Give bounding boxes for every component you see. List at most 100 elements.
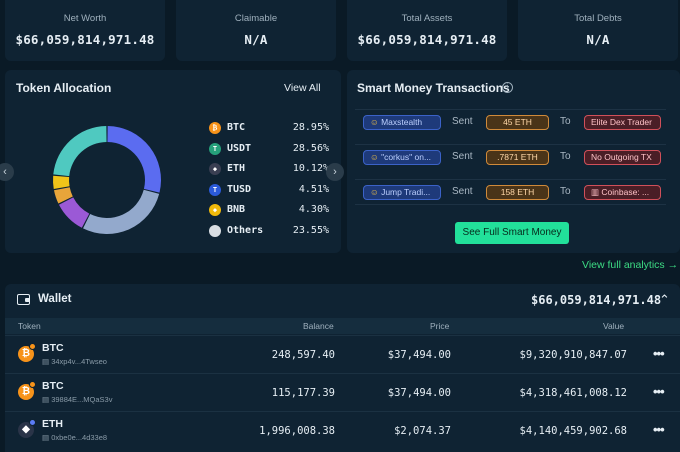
smiley-icon: ☺ [370, 117, 379, 127]
copy-icon[interactable]: ▤ [42, 357, 50, 366]
tx-destination-pill[interactable]: No Outgoing TX [584, 150, 661, 165]
copy-icon[interactable]: ▤ [42, 395, 50, 404]
more-options-icon[interactable]: ••• [653, 346, 665, 361]
wallet-table-header: Token Balance Price Value [5, 318, 680, 334]
token-balance: 115,177.39 [271, 387, 335, 399]
view-full-analytics-link[interactable]: View full analytics → [582, 259, 679, 271]
smiley-icon: ☺ [370, 187, 379, 197]
tx-source-pill[interactable]: ☺ Maxstealth [363, 115, 441, 130]
allocation-donut-chart [53, 126, 161, 234]
stat-label: Net Worth [63, 13, 107, 24]
legend-symbol: BNB [227, 204, 246, 215]
copy-icon[interactable]: ▤ [42, 433, 50, 442]
stat-label: Claimable [234, 13, 278, 24]
smart-money-tx-row: ☺ Maxstealth Sent 45 ETH To Elite Dex Trader [355, 109, 666, 135]
token-price: $37,494.00 [387, 349, 451, 361]
col-token: Token [18, 321, 41, 331]
legend-item-btc: ₿ BTC 28.95% [209, 122, 329, 136]
smart-money-title: Smart Money Transactions [357, 81, 510, 95]
see-full-smart-money-button[interactable]: See Full Smart Money [455, 222, 569, 244]
smart-money-tx-row: ☺ "corkus" on... Sent .7871 ETH To No Outgoi… [355, 144, 666, 170]
btc-icon: ₿ [18, 384, 34, 400]
token-price: $37,494.00 [387, 387, 451, 399]
token-symbol: BTC [42, 342, 64, 354]
stat-value: N/A [586, 32, 610, 47]
token-symbol: ETH [42, 418, 63, 430]
legend-symbol: BTC [227, 122, 246, 133]
eth-icon: ◆ [209, 163, 221, 175]
tx-sent-label: Sent [452, 151, 473, 162]
tx-amount-pill[interactable]: 158 ETH [486, 185, 549, 200]
donut-slice-tusd[interactable] [53, 187, 73, 204]
stat-value: $66,059,814,971.48 [15, 32, 155, 47]
legend-percent: 23.55% [292, 224, 329, 236]
stat-total-assets: Total Assets $66,059,814,971.48 [347, 0, 507, 61]
usdt-icon: T [209, 142, 221, 155]
legend-symbol: TUSD [227, 183, 252, 195]
donut-slice-bnb[interactable] [53, 175, 70, 189]
tx-source-label: Jump Tradi... [381, 187, 431, 197]
tx-amount-pill[interactable]: 45 ETH [486, 115, 549, 130]
legend-item-others: Others 23.55% [209, 224, 329, 239]
more-options-icon[interactable]: ••• [653, 422, 665, 437]
tx-source-label: "corkus" on... [381, 152, 432, 162]
legend-percent: 4.30% [298, 204, 329, 215]
legend-item-eth: ◆ ETH 10.12% [209, 163, 329, 177]
others-icon [209, 224, 221, 237]
tx-destination-label: Coinbase: ... [601, 187, 650, 197]
legend-item-tusd: T TUSD 4.51% [209, 183, 329, 198]
tx-to-label: To [560, 186, 571, 197]
token-allocation-title: Token Allocation [16, 81, 112, 95]
stat-total-debts: Total Debts N/A [518, 0, 678, 61]
tx-destination-label: No Outgoing TX [591, 152, 652, 162]
legend-symbol: USDT [227, 142, 252, 154]
legend-percent: 28.95% [292, 122, 329, 133]
prev-arrow-button[interactable]: ‹ [0, 163, 14, 181]
smart-money-tx-row: ☺ Jump Tradi... Sent 158 ETH To ▥ Coinbase: … [355, 179, 666, 205]
tx-sent-label: Sent [452, 116, 473, 127]
wallet-table-row[interactable]: ₿ BTC ▤ 39884E...MQaS3v 115,177.39 $37,494.0… [5, 373, 680, 409]
token-value: $4,318,461,008.12 [519, 387, 627, 399]
token-address: ▤ 39884E...MQaS3v [42, 395, 113, 404]
token-price: $2,074.37 [394, 425, 451, 437]
token-address: ▤ 0xbe0e...4d33e8 [42, 433, 108, 442]
more-options-icon[interactable]: ••• [653, 384, 665, 399]
donut-slice-others[interactable] [53, 126, 107, 177]
chain-badge-icon [29, 343, 36, 350]
btc-icon: ₿ [18, 346, 34, 362]
tx-destination-pill[interactable]: Elite Dex Trader [584, 115, 661, 130]
legend-item-bnb: ◆ BNB 4.30% [209, 204, 329, 218]
donut-slice-eth[interactable] [58, 197, 90, 228]
collapse-chevron-icon[interactable]: ⌃ [659, 292, 670, 307]
token-value: $4,140,459,902.68 [519, 425, 627, 437]
eth-icon: ◆ [18, 422, 34, 438]
tx-amount-pill[interactable]: .7871 ETH [486, 150, 549, 165]
token-value: $9,320,910,847.07 [519, 349, 627, 361]
legend-symbol: ETH [227, 163, 246, 174]
wallet-table-row[interactable]: ◆ ETH ▤ 0xbe0e...4d33e8 1,996,008.38 $2,074.… [5, 411, 680, 447]
token-symbol: BTC [42, 380, 64, 392]
wallet-title: Wallet [38, 293, 72, 305]
donut-slice-btc[interactable] [107, 126, 161, 193]
view-all-link[interactable]: View All [284, 82, 321, 94]
col-value: Value [603, 321, 625, 331]
wallet-total: $66,059,814,971.48 [531, 293, 662, 307]
donut-slice-usdt[interactable] [83, 189, 160, 234]
tx-source-pill[interactable]: ☺ Jump Tradi... [363, 185, 441, 200]
btc-icon: ₿ [209, 122, 221, 134]
wallet-icon [17, 294, 30, 305]
building-icon: ▥ [591, 187, 600, 197]
tx-destination-pill[interactable]: ▥ Coinbase: ... [584, 185, 661, 200]
chain-badge-icon [29, 381, 36, 388]
tusd-icon: T [209, 183, 221, 196]
info-icon[interactable]: i [502, 82, 513, 93]
next-arrow-button[interactable]: › [326, 163, 344, 181]
wallet-table-row[interactable]: ₿ BTC ▤ 34xp4v...4Twseo 248,597.40 $37,494.0… [5, 335, 680, 371]
col-balance: Balance [303, 321, 334, 331]
stat-claimable: Claimable N/A [176, 0, 336, 61]
token-balance: 248,597.40 [271, 349, 335, 361]
tx-source-pill[interactable]: ☺ "corkus" on... [363, 150, 441, 165]
col-price: Price [430, 321, 450, 331]
chain-badge-icon [29, 419, 36, 426]
token-address: ▤ 34xp4v...4Twseo [42, 357, 107, 366]
